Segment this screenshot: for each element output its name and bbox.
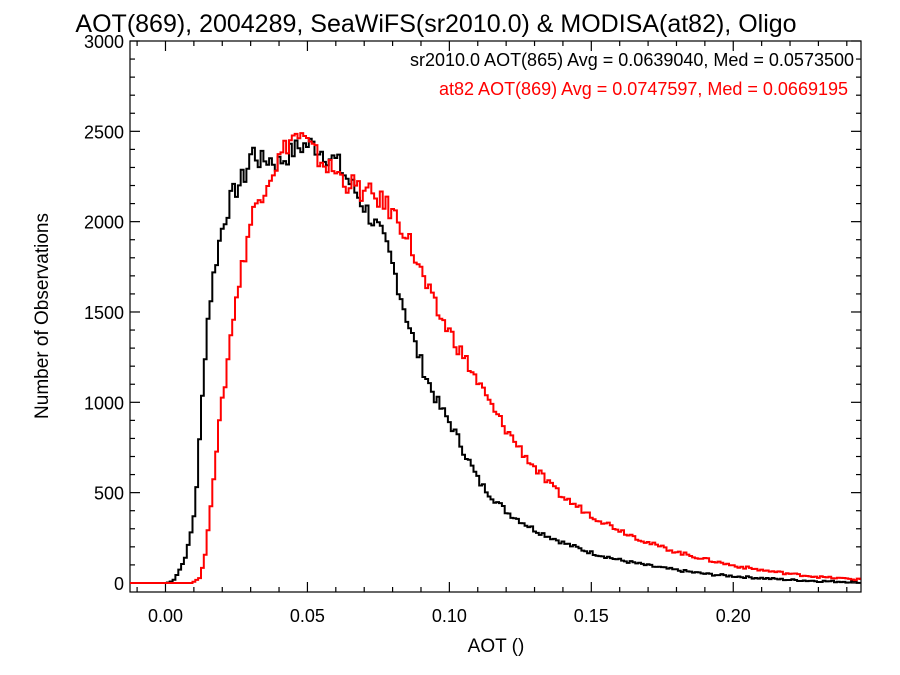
series-lines: [130, 132, 861, 584]
x-tick-label: 0.05: [290, 606, 325, 626]
y-tick-label: 500: [94, 484, 124, 504]
x-tick-label: 0.10: [432, 606, 467, 626]
y-tick-label: 0: [114, 574, 124, 594]
series-line-1: [130, 137, 861, 584]
x-tick-label: 0.20: [716, 606, 751, 626]
y-tick-label: 2500: [84, 122, 124, 142]
y-axis-label: Number of Observations: [32, 213, 53, 419]
y-tick-label: 1500: [84, 303, 124, 323]
x-tick-label: 0.00: [148, 606, 183, 626]
legend-entry-series-2: at82 AOT(869) Avg = 0.0747597, Med = 0.0…: [439, 79, 848, 99]
x-axis-label: AOT (): [468, 636, 525, 657]
plot-frame: [129, 40, 862, 593]
y-tick-label: 2000: [84, 213, 124, 233]
x-tick-label: 0.15: [574, 606, 609, 626]
y-tick-label: 3000: [84, 32, 124, 52]
series-line-2: [130, 132, 861, 584]
chart-title: AOT(869), 2004289, SeaWiFS(sr2010.0) & M…: [75, 10, 796, 38]
legend-entry-series-1: sr2010.0 AOT(865) Avg = 0.0639040, Med =…: [410, 50, 854, 70]
y-tick-label: 1000: [84, 393, 124, 413]
axis-ticks: 0.00 0.05 0.10 0.15 0.20 0 500 1000 1500 2000 2500…: [84, 32, 861, 626]
